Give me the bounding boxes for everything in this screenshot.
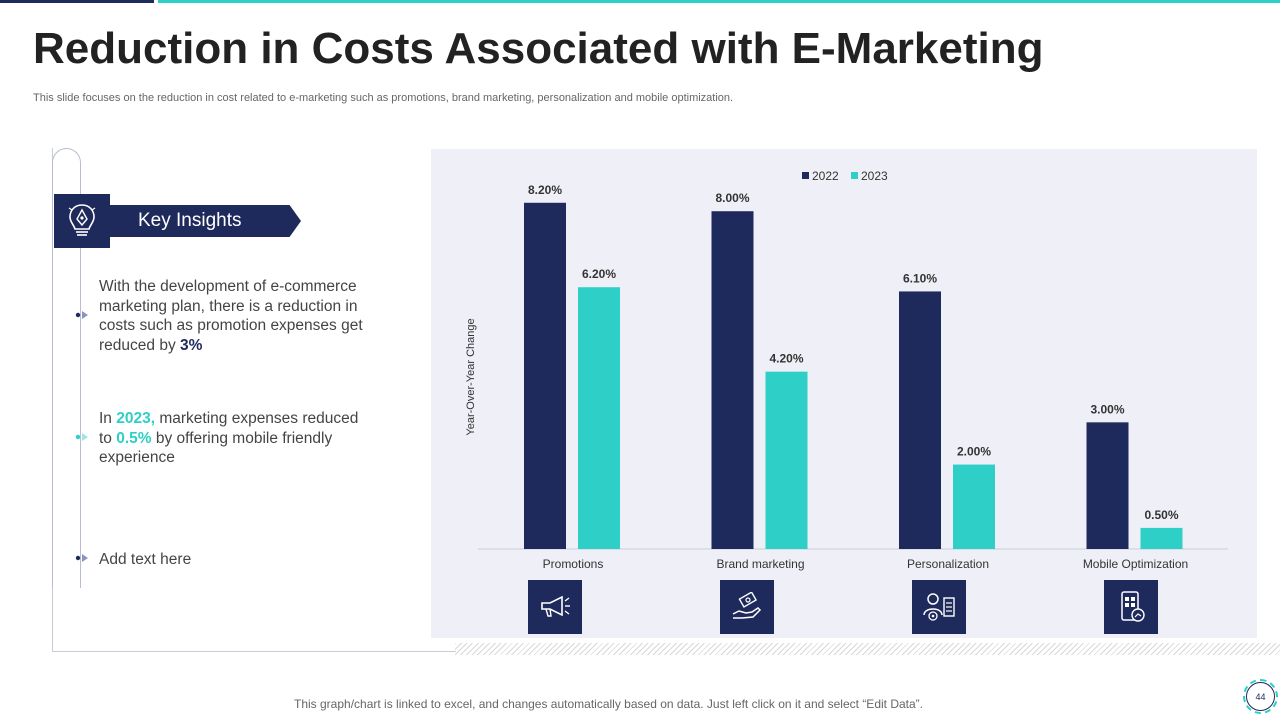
- legend-label-2022: 2022: [812, 169, 839, 183]
- hand-money-tile: [720, 580, 774, 634]
- pen-nib-bulb-icon: [68, 204, 96, 236]
- data-label-2022-3: 3.00%: [1090, 402, 1124, 416]
- top-accent-bar-teal: [158, 0, 1280, 3]
- insight-bullet-1-highlight: 3%: [180, 336, 203, 354]
- insight-bullet-1: With the development of e-commerce marke…: [99, 277, 369, 355]
- bar-2022-3[interactable]: [1086, 422, 1129, 549]
- bar-2022-1[interactable]: [711, 211, 754, 549]
- insight-bullet-2-text-b: marketing expenses reduced to: [99, 410, 359, 447]
- data-label-2023-2: 2.00%: [957, 445, 991, 459]
- insight-bullet-2: In 2023, marketing expenses reduced to 0…: [99, 409, 369, 468]
- chart-shadow-hatch: [455, 643, 1280, 655]
- data-label-2023-3: 0.50%: [1144, 508, 1178, 522]
- data-label-2023-1: 4.20%: [769, 352, 803, 366]
- bar-2022-2[interactable]: [899, 291, 941, 549]
- category-label-0: Promotions: [543, 557, 604, 571]
- mobile-apps-tile: [1104, 580, 1158, 634]
- bar-2022-0[interactable]: [524, 202, 566, 549]
- data-label-2022-1: 8.00%: [715, 191, 749, 205]
- footer-note: This graph/chart is linked to excel, and…: [294, 697, 923, 711]
- megaphone-tile: [528, 580, 582, 634]
- legend-swatch-2022: [802, 172, 809, 179]
- page-subtitle: This slide focuses on the reduction in c…: [33, 92, 734, 104]
- legend-label-2023: 2023: [861, 169, 888, 183]
- bullet-marker-1: [75, 311, 88, 319]
- category-label-2: Personalization: [907, 557, 989, 571]
- mobile-apps-icon: [1121, 591, 1145, 622]
- category-label-3: Mobile Optimization: [1083, 557, 1188, 571]
- key-insights-icon-box: [54, 194, 110, 248]
- key-insights-heading: Key Insights: [138, 210, 242, 231]
- key-insights-banner: Key Insights: [54, 194, 301, 248]
- data-label-2022-0: 8.20%: [528, 183, 562, 197]
- page-number-badge: 44: [1243, 679, 1278, 714]
- user-settings-icon: [923, 593, 955, 621]
- legend-swatch-2023: [851, 172, 858, 179]
- bullet-marker-3: [75, 554, 88, 562]
- user-settings-tile: [912, 580, 966, 634]
- top-accent-bar-navy: [0, 0, 154, 3]
- chart-legend: 2022 2023: [802, 169, 888, 183]
- insight-bullet-2-year: 2023,: [116, 410, 156, 427]
- page-title: Reduction in Costs Associated with E-Mar…: [33, 24, 1044, 73]
- data-label-2023-0: 6.20%: [582, 267, 616, 281]
- hand-money-icon: [732, 592, 762, 619]
- insight-bullet-2-percent: 0.5%: [116, 429, 152, 447]
- bar-2023-1[interactable]: [765, 371, 808, 549]
- insight-bullet-2-text-c: by offering mobile friendly experience: [99, 429, 333, 467]
- category-label-1: Brand marketing: [716, 557, 804, 571]
- bar-2023-0[interactable]: [578, 287, 620, 549]
- bullet-marker-2: [75, 433, 88, 441]
- y-axis-label: Year-Over-Year Change: [465, 318, 477, 435]
- insight-bullet-3: Add text here: [99, 551, 192, 568]
- key-insights-arrow: [110, 205, 301, 237]
- page-number: 44: [1255, 691, 1266, 702]
- megaphone-icon: [541, 595, 570, 617]
- insight-bullet-2-text-a: In: [99, 410, 117, 427]
- bar-2023-3[interactable]: [1140, 527, 1183, 549]
- cost-reduction-bar-chart[interactable]: 2022 2023 Year-Over-Year Change 8.20% 6.20…: [431, 149, 1257, 638]
- data-label-2022-2: 6.10%: [903, 271, 937, 285]
- bar-2023-2[interactable]: [953, 464, 995, 549]
- chart-background: [431, 149, 1257, 638]
- insight-bullet-1-text: With the development of e-commerce marke…: [99, 278, 363, 354]
